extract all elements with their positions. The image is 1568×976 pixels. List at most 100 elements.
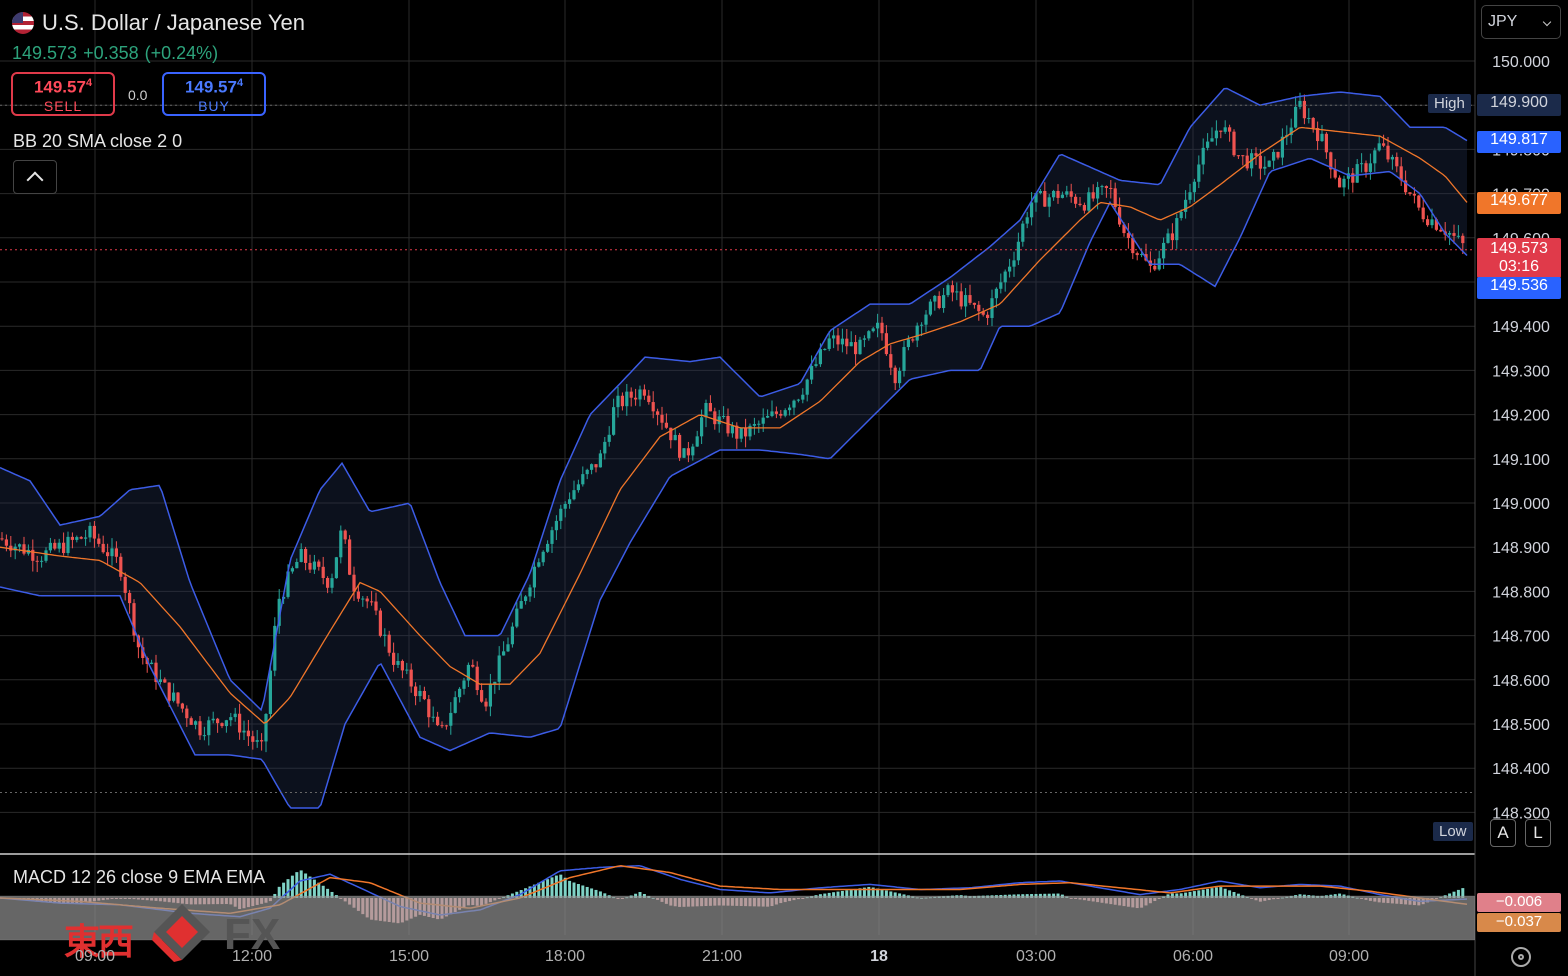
watermark-fx-text: FX bbox=[224, 910, 281, 959]
candle bbox=[1069, 183, 1073, 203]
candle bbox=[704, 399, 708, 428]
candle bbox=[638, 385, 642, 407]
macd-histogram-bar bbox=[1452, 891, 1456, 898]
macd-histogram-bar bbox=[1228, 890, 1232, 898]
price-change-pct: (+0.24%) bbox=[144, 43, 219, 63]
macd-histogram-bar bbox=[590, 888, 594, 898]
candle bbox=[766, 409, 770, 419]
candle bbox=[634, 388, 638, 406]
settings-gear-icon[interactable] bbox=[1511, 947, 1531, 967]
sell-button[interactable]: 149.574 SELL bbox=[11, 72, 115, 116]
candle bbox=[449, 702, 453, 735]
macd-histogram-bar bbox=[532, 884, 536, 898]
candle bbox=[1272, 149, 1276, 169]
candle bbox=[1346, 167, 1350, 190]
auto-scale-button[interactable]: A bbox=[1490, 819, 1516, 847]
candle bbox=[620, 392, 624, 411]
candle bbox=[330, 573, 334, 594]
candle bbox=[880, 316, 884, 341]
candle bbox=[378, 608, 382, 638]
candle bbox=[409, 663, 413, 693]
candle bbox=[515, 602, 519, 629]
candle bbox=[528, 584, 532, 602]
macd-histogram-bar bbox=[286, 879, 290, 898]
candle bbox=[462, 677, 466, 695]
bb-lower-tag: 149.536 bbox=[1477, 277, 1561, 299]
candle bbox=[220, 722, 224, 729]
macd-histogram-bar bbox=[559, 874, 563, 898]
candle bbox=[440, 721, 444, 729]
candle bbox=[788, 404, 792, 416]
candle bbox=[1087, 187, 1091, 213]
candle bbox=[581, 466, 585, 487]
candle bbox=[713, 407, 717, 430]
price-tick-label: 148.400 bbox=[1492, 761, 1550, 778]
candle bbox=[546, 540, 550, 553]
candle bbox=[1377, 135, 1381, 152]
buy-label: BUY bbox=[198, 97, 230, 114]
candle bbox=[730, 421, 734, 438]
log-scale-button[interactable]: L bbox=[1525, 819, 1551, 847]
candle bbox=[950, 280, 954, 302]
candle bbox=[1197, 155, 1201, 189]
macd-histogram-bar bbox=[1219, 887, 1223, 898]
sell-label: SELL bbox=[43, 97, 83, 114]
candle bbox=[832, 327, 836, 349]
candle bbox=[946, 283, 950, 298]
candle bbox=[1263, 156, 1267, 176]
candle bbox=[625, 383, 629, 416]
candle bbox=[361, 595, 365, 607]
symbol-title[interactable]: U.S. Dollar / Japanese Yen bbox=[12, 10, 305, 36]
macd-histogram-bar bbox=[1038, 893, 1042, 898]
candle bbox=[97, 533, 101, 547]
candle bbox=[1228, 124, 1232, 142]
macd-histogram-bar bbox=[273, 893, 277, 898]
macd-histogram-bar bbox=[836, 891, 840, 898]
macd-histogram-bar bbox=[893, 892, 897, 898]
bb-indicator-label[interactable]: BB 20 SMA close 2 0 bbox=[13, 131, 183, 151]
candle bbox=[1206, 133, 1210, 151]
candle bbox=[827, 331, 831, 352]
buy-button[interactable]: 149.574 BUY bbox=[162, 72, 266, 116]
macd-histogram-bar bbox=[1047, 893, 1051, 898]
candle bbox=[1307, 108, 1311, 124]
candle bbox=[968, 284, 972, 305]
macd-histogram-bar bbox=[845, 890, 849, 898]
candle bbox=[453, 691, 457, 714]
price-axis[interactable]: 150.000149.900149.800149.700149.600149.5… bbox=[1492, 54, 1550, 822]
macd-histogram-bar bbox=[572, 882, 576, 898]
candle bbox=[1166, 228, 1170, 244]
candle bbox=[106, 543, 110, 566]
candle bbox=[132, 599, 136, 642]
candle bbox=[273, 617, 277, 677]
macd-histogram-bar bbox=[581, 885, 585, 898]
candle bbox=[1219, 130, 1223, 139]
candle bbox=[224, 719, 228, 733]
price-tick-label: 149.100 bbox=[1492, 452, 1550, 469]
candle bbox=[519, 593, 523, 609]
last-price: 149.573 bbox=[12, 43, 78, 63]
price-tick-label: 150.000 bbox=[1492, 54, 1550, 71]
candle bbox=[616, 386, 620, 418]
bb-basis-tag: 149.677 bbox=[1477, 192, 1561, 214]
candle bbox=[1104, 185, 1108, 198]
candle bbox=[810, 355, 814, 385]
candle bbox=[779, 409, 783, 419]
candle bbox=[739, 427, 743, 443]
currency-select[interactable]: JPY bbox=[1481, 5, 1561, 39]
sell-price: 149.57 bbox=[33, 77, 86, 97]
candle bbox=[1399, 157, 1403, 186]
candle bbox=[1241, 154, 1245, 166]
candle bbox=[255, 730, 259, 748]
candle bbox=[189, 716, 193, 725]
candle bbox=[400, 659, 404, 679]
macd-histogram-bar bbox=[840, 890, 844, 898]
candle bbox=[466, 662, 470, 688]
candle bbox=[554, 515, 558, 541]
collapse-legend-button[interactable] bbox=[13, 160, 57, 194]
candle bbox=[414, 682, 418, 706]
candle bbox=[304, 546, 308, 571]
candle bbox=[312, 554, 316, 574]
macd-indicator-label[interactable]: MACD 12 26 close 9 EMA EMA bbox=[13, 867, 266, 887]
